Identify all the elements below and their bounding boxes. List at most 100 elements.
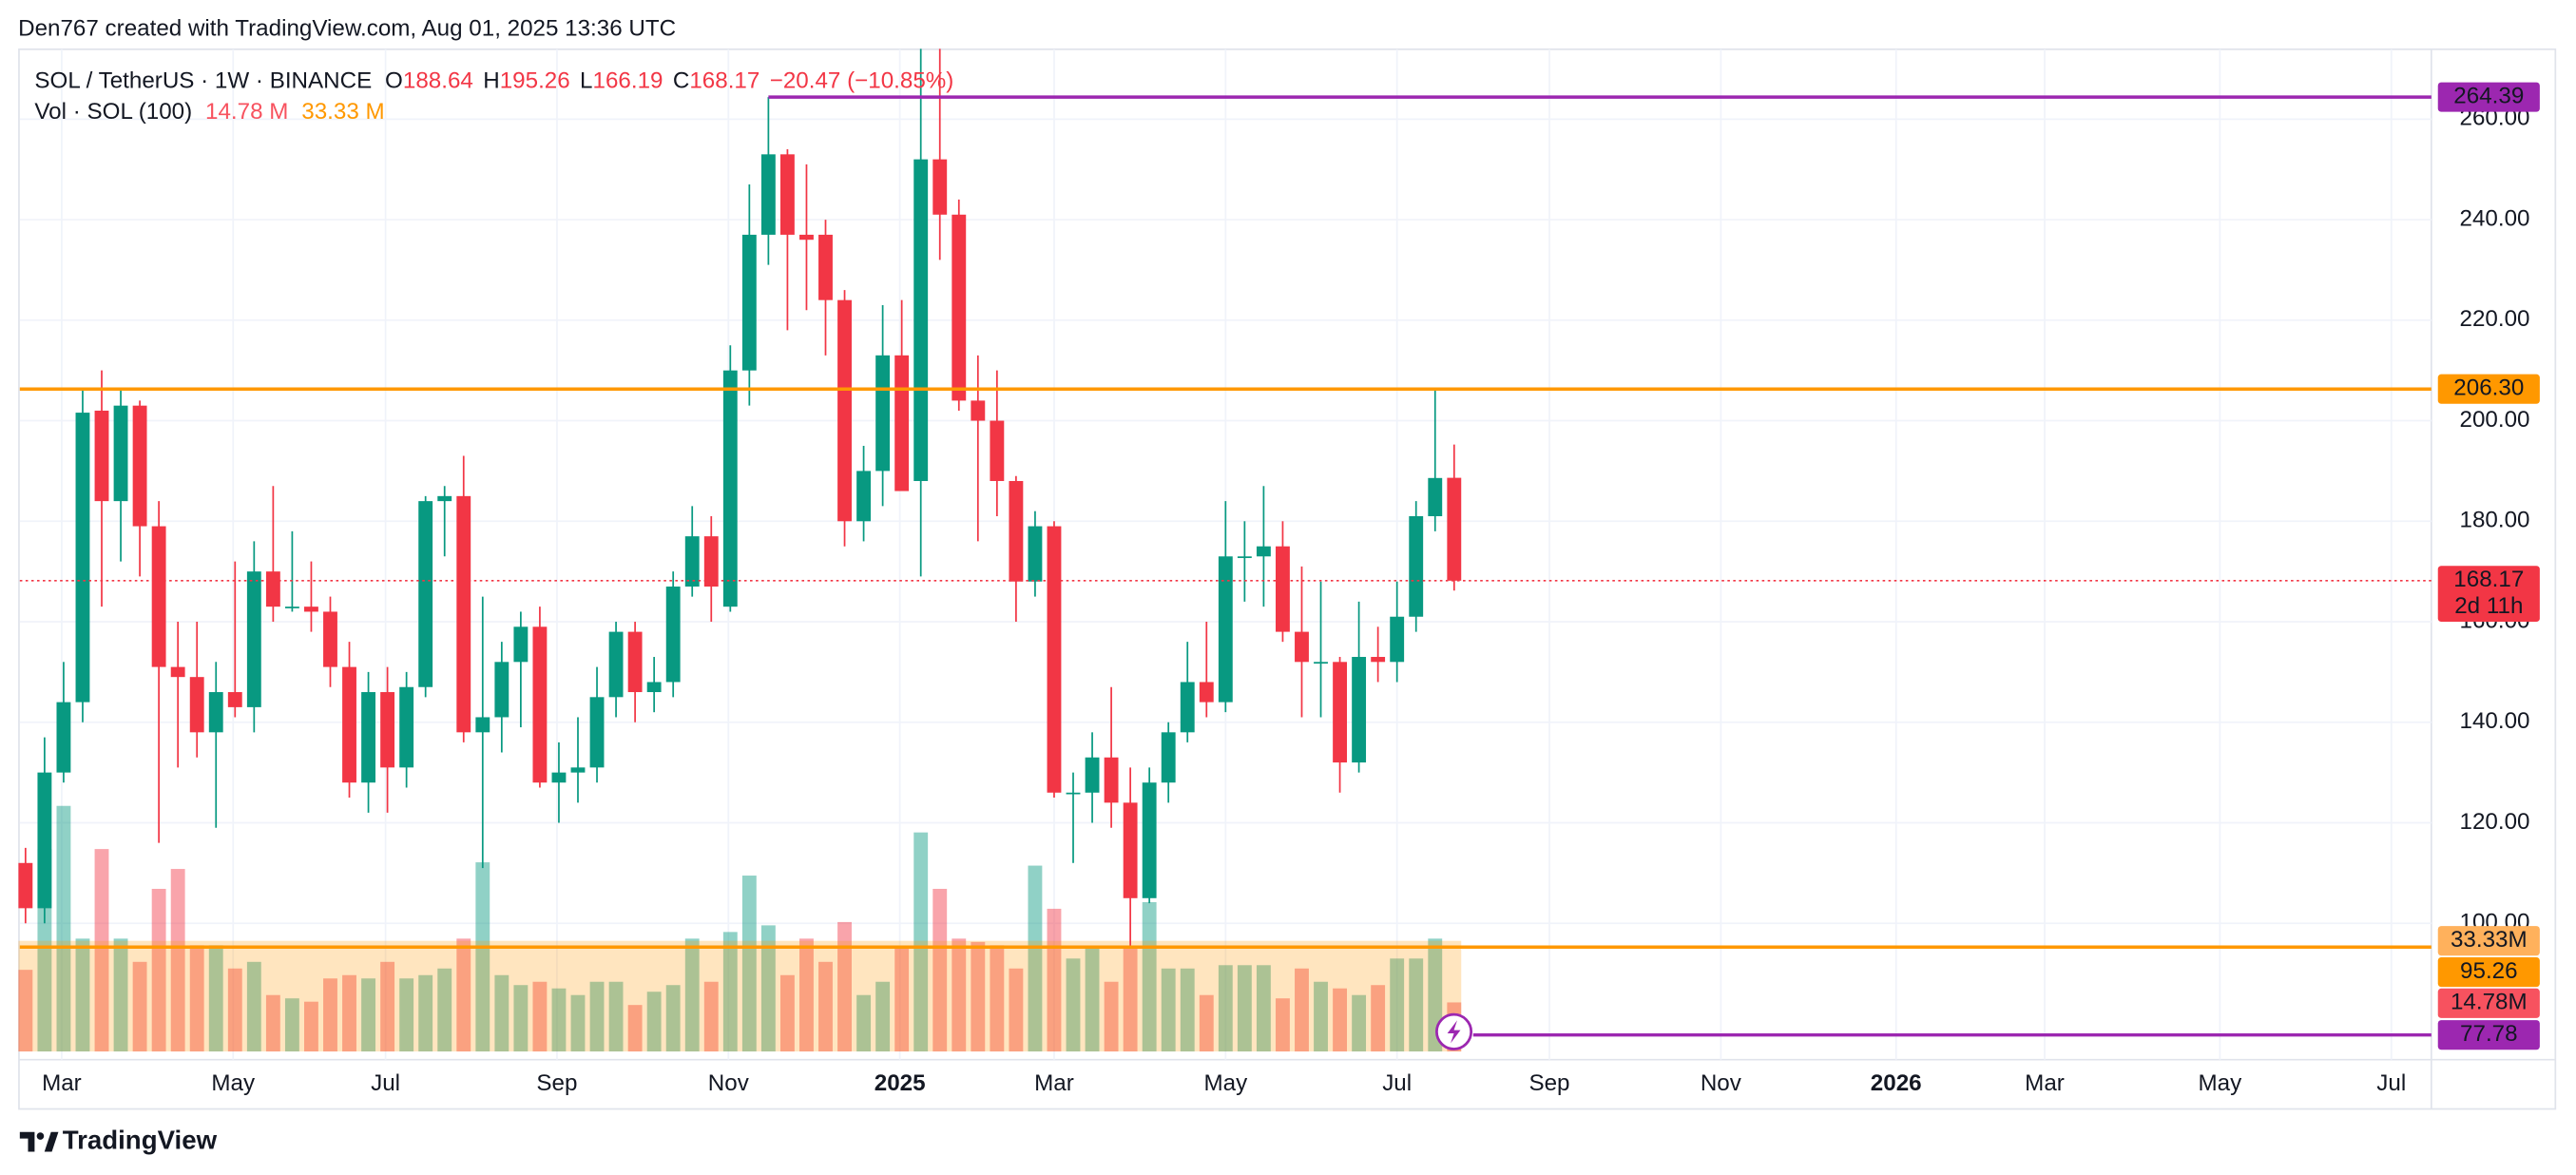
legend-volume-value: 14.78 M [205,100,288,125]
volume-bar [56,805,71,1052]
candle-body [75,413,90,703]
legend-value: 195.26 [500,68,570,94]
price-tag-label: 33.33M [2451,927,2528,953]
candle-body [342,666,356,783]
volume-bar [665,985,681,1052]
price-tag-label: 206.30 [2453,376,2524,401]
candle-body [1104,757,1119,803]
volume-bar [1199,994,1214,1052]
volume-bar [304,1001,318,1052]
candle-body [1390,616,1405,663]
volume-bar [475,862,490,1052]
volume-bar [837,921,852,1052]
x-tick-label: May [1203,1070,1248,1096]
legend-value: 166.19 [593,68,663,94]
x-tick-label: Sep [536,1070,577,1096]
chart-frame [18,48,2557,1110]
volume-bar [1237,965,1252,1052]
volume-bar [418,974,433,1052]
x-tick-label: 2026 [1871,1070,1922,1096]
x-tick-label: Mar [42,1070,82,1096]
volume-bar [551,988,567,1052]
y-tick-label: 180.00 [2460,508,2530,533]
legend-key: O [385,68,403,94]
candle-body [971,400,986,421]
candle-body [684,536,700,588]
volume-bar [971,941,986,1052]
volume-bar [1180,968,1195,1052]
volume-bar [189,945,204,1052]
candle-body [1085,757,1100,793]
volume-bar [703,981,719,1052]
volume-bar [818,961,833,1052]
volume-bar [132,961,147,1052]
candle-body [437,495,452,502]
volume-bar [570,994,586,1052]
candle-body [513,626,529,663]
volume-bar [227,968,242,1052]
candle-body [1180,682,1195,733]
candle-body [703,536,719,588]
candle-body [361,692,375,783]
brand: TradingView [63,1125,218,1154]
header: Den767 created with TradingView.com, Aug… [18,15,676,41]
legend-key: L [580,68,592,94]
y-tick-label: 120.00 [2460,809,2530,835]
volume-bar [1085,948,1100,1052]
volume-bar [1142,901,1157,1052]
volume-bar [1295,968,1309,1052]
volume-bar [361,978,375,1052]
volume-bar [1352,994,1367,1052]
volume-bar [1371,985,1386,1052]
legend-volume-value: 33.33 M [301,100,384,125]
volume-bar [894,948,910,1052]
candle-body [551,772,567,783]
x-tick-label: Jul [2376,1070,2406,1096]
candle-body [37,772,52,909]
y-tick-label: 140.00 [2460,708,2530,734]
price-tag-label: 14.78M [2451,990,2528,1015]
legend-value: 188.64 [403,68,473,94]
volume-bar [627,1005,643,1052]
candle-body [1409,515,1424,617]
volume-bar [1028,865,1043,1052]
x-tick-label: Mar [1034,1070,1074,1096]
candle-body [608,631,624,698]
candle-body [627,631,643,693]
volume-bar [399,978,414,1052]
price-tag [2437,988,2540,1018]
x-tick-label: May [211,1070,256,1096]
candle-body [1352,657,1367,763]
candle-body [399,686,414,768]
volume-bar [913,832,929,1052]
volume-bar [741,876,757,1052]
candle-body [1142,782,1157,898]
candle-body [94,410,109,502]
candle-body [170,666,185,678]
price-tag-label: 264.39 [2453,84,2524,109]
candle-body [56,702,71,773]
candle-body [1237,556,1252,559]
x-tick-label: Jul [371,1070,400,1096]
price-tag [2437,926,2540,956]
x-tick-label: 2025 [875,1070,926,1096]
price-tag [2437,1020,2540,1050]
plot [18,48,2432,1052]
candle-body [741,234,757,371]
volume-bar [1314,981,1328,1052]
candle-body [1009,480,1024,582]
x-tick-label: Sep [1528,1070,1569,1096]
volume-bar [113,938,128,1052]
candle-body [1256,546,1271,557]
x-tick-label: Mar [2025,1070,2065,1096]
volume-bar [1276,998,1290,1052]
candle-body [837,299,852,522]
candle-body [113,405,128,502]
candle-body [151,526,166,667]
legend-key: C [673,68,689,94]
candle-body [570,767,586,773]
candle-body [1428,477,1443,516]
volume-bar [151,888,166,1052]
candle-body [18,862,33,909]
